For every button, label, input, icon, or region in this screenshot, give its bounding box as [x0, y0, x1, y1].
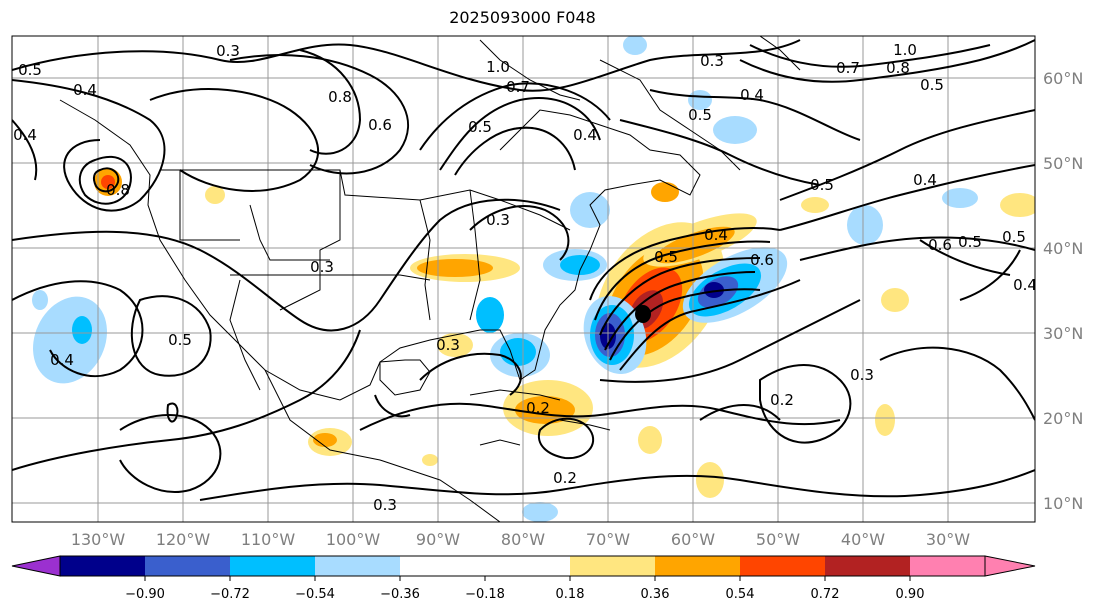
contour-label: 0.7	[506, 78, 530, 96]
colorbar-bin	[740, 556, 825, 576]
contour-label: 0.8	[106, 181, 130, 199]
contour-label: 0.5	[468, 118, 492, 136]
contour-label: 0.3	[373, 496, 397, 514]
contour-label: 0.3	[216, 42, 240, 60]
colorbar: −0.90 −0.72 −0.54 −0.36 −0.18 0.18 0.36 …	[11, 555, 1036, 602]
lon-label: 100°W	[326, 530, 381, 549]
contour-label: 1.0	[486, 58, 510, 76]
contour-label: 0.4	[1013, 276, 1037, 294]
contour-label: 0.5	[958, 233, 982, 251]
contour-label: 0.8	[886, 59, 910, 77]
colorbar-tick-label: 0.72	[811, 587, 840, 602]
colorbar-bin	[145, 556, 230, 576]
contour-label: 0.4	[573, 126, 597, 144]
contour-label: 0.2	[770, 391, 794, 409]
colorbar-tick-label: 0.90	[896, 587, 925, 602]
lat-label: 50°N	[1043, 154, 1083, 173]
contour-label: 0.5	[654, 248, 678, 266]
contour-label: 0.4	[740, 86, 764, 104]
contour-label: 0.4	[50, 351, 74, 369]
contour-labels: 0.5 0.4 0.4 0.3 0.8 0.8 1.0 0.7 0.6 0.5 …	[13, 41, 1037, 514]
colorbar-tick-label: −0.90	[125, 587, 165, 602]
contour-label: 0.4	[913, 171, 937, 189]
colorbar-bin	[60, 556, 145, 576]
lat-label: 20°N	[1043, 409, 1083, 428]
contour-label: 0.6	[750, 251, 774, 269]
lon-label: 120°W	[156, 530, 211, 549]
lon-label: 80°W	[501, 530, 545, 549]
colorbar-tick-label: −0.18	[465, 587, 505, 602]
lon-label: 30°W	[926, 530, 970, 549]
graticule	[12, 36, 1035, 522]
lat-label: 10°N	[1043, 494, 1083, 513]
contour-label: 0.3	[700, 52, 724, 70]
contour-lines	[12, 39, 1035, 501]
contour-label: 0.5	[1002, 228, 1026, 246]
colorbar-tick-label: 0.36	[641, 587, 670, 602]
lat-label: 30°N	[1043, 324, 1083, 343]
contour-label: 0.3	[486, 211, 510, 229]
colorbar-bin	[655, 556, 740, 576]
lat-label: 60°N	[1043, 69, 1083, 88]
contour-label: 0.3	[436, 336, 460, 354]
contour-label: 0.5	[18, 61, 42, 79]
colorbar-tick-label: −0.36	[380, 587, 420, 602]
lon-label: 70°W	[586, 530, 630, 549]
contour-label: 0.5	[920, 76, 944, 94]
lon-label: 130°W	[71, 530, 126, 549]
contour-label: 0.4	[704, 226, 728, 244]
lon-label: 90°W	[416, 530, 460, 549]
colorbar-extend-max	[984, 555, 1036, 577]
contour-label: 1.0	[893, 41, 917, 59]
contour-label: 0.2	[526, 399, 550, 417]
map-frame	[11, 35, 1036, 523]
colorbar-extend-min	[11, 555, 61, 577]
contour-label: 0.5	[168, 331, 192, 349]
colorbar-bin	[315, 556, 400, 576]
colorbar-bin	[825, 556, 910, 576]
contour-label: 0.7	[836, 59, 860, 77]
contour-label: 0.3	[850, 366, 874, 384]
latitude-labels: 60°N 50°N 40°N 30°N 20°N 10°N	[1043, 69, 1083, 513]
colorbar-tick-label: −0.72	[210, 587, 250, 602]
colorbar-tick-label: 0.18	[556, 587, 585, 602]
colorbar-bin	[230, 556, 315, 576]
colorbar-tick-label: −0.54	[295, 587, 335, 602]
longitude-labels: 130°W 120°W 110°W 100°W 90°W 80°W 70°W 6…	[71, 530, 970, 549]
contour-label: 0.5	[810, 176, 834, 194]
colorbar-bin	[910, 556, 985, 576]
colorbar-bin	[400, 556, 485, 576]
contour-label: 0.8	[328, 88, 352, 106]
colorbar-bin	[485, 556, 570, 576]
lon-label: 110°W	[241, 530, 296, 549]
lon-label: 40°W	[841, 530, 885, 549]
shaded-fields	[32, 36, 1035, 522]
contour-label: 0.4	[73, 81, 97, 99]
lat-label: 40°N	[1043, 239, 1083, 258]
contour-label: 0.6	[928, 236, 952, 254]
map-title: 2025093000 F048	[449, 8, 596, 27]
contour-label: 0.2	[553, 469, 577, 487]
map-area: 0.5 0.4 0.4 0.3 0.8 0.8 1.0 0.7 0.6 0.5 …	[12, 36, 1037, 522]
contour-label: 0.5	[688, 106, 712, 124]
contour-label: 0.4	[13, 126, 37, 144]
lon-label: 50°W	[756, 530, 800, 549]
colorbar-tick-label: 0.54	[726, 587, 755, 602]
lon-label: 60°W	[671, 530, 715, 549]
colorbar-bin	[570, 556, 655, 576]
contour-label: 0.3	[310, 258, 334, 276]
contour-label: 0.6	[368, 116, 392, 134]
